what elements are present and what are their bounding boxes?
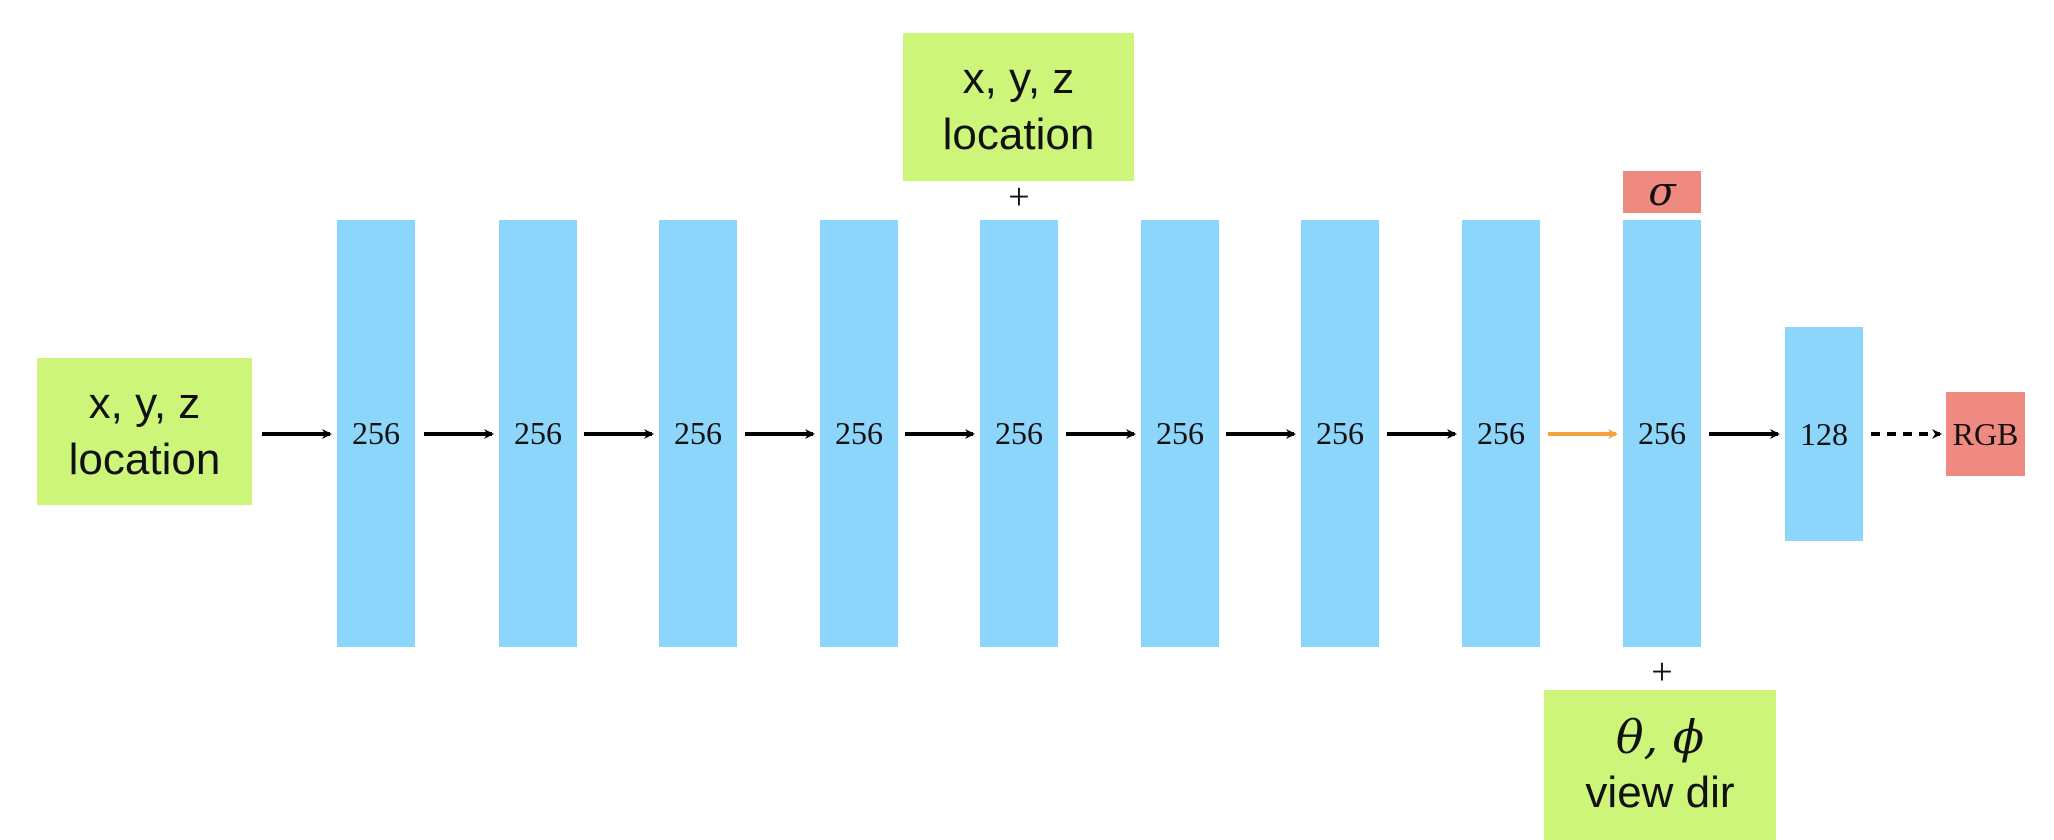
rgb-output-box: RGB	[1946, 392, 2025, 476]
rgb-output-label: RGB	[1952, 415, 2019, 452]
layer-1-units: 256	[352, 415, 400, 451]
view-concat-plus: +	[1651, 651, 1673, 693]
position-input-box: x, y, z location	[37, 358, 252, 505]
layer-4: 256	[820, 220, 898, 647]
view-input-line2: view dir	[1585, 768, 1735, 817]
layer-10: 128	[1785, 327, 1863, 541]
layer-5: 256	[980, 220, 1058, 647]
layer-8-units: 256	[1477, 415, 1525, 451]
layer-1: 256	[337, 220, 415, 647]
layer-3-units: 256	[674, 415, 722, 451]
density-output-box: σ	[1623, 169, 1701, 215]
layer-9-units: 256	[1638, 415, 1686, 451]
skip-input-line1: x, y, z	[962, 54, 1075, 103]
skip-input-box: x, y, z location	[903, 33, 1134, 181]
position-input-line1: x, y, z	[88, 378, 201, 428]
layer-8: 256	[1462, 220, 1540, 647]
layer-6-units: 256	[1156, 415, 1204, 451]
layer-10-units: 128	[1800, 415, 1848, 452]
layer-5-units: 256	[995, 415, 1043, 451]
view-input-line1: θ, ϕ	[1615, 710, 1705, 764]
layer-7: 256	[1301, 220, 1379, 647]
layer-7-units: 256	[1316, 415, 1364, 451]
density-output-label: σ	[1648, 169, 1676, 215]
skip-input-line2: location	[942, 110, 1095, 159]
position-input-line2: location	[68, 434, 221, 484]
layer-2: 256	[499, 220, 577, 647]
layer-6: 256	[1141, 220, 1219, 647]
view-direction-input-box: θ, ϕ view dir	[1544, 690, 1776, 840]
layer-9: 256	[1623, 220, 1701, 647]
layer-3: 256	[659, 220, 737, 647]
skip-concat-plus: +	[1008, 176, 1030, 218]
layer-4-units: 256	[835, 415, 883, 451]
layer-2-units: 256	[514, 415, 562, 451]
